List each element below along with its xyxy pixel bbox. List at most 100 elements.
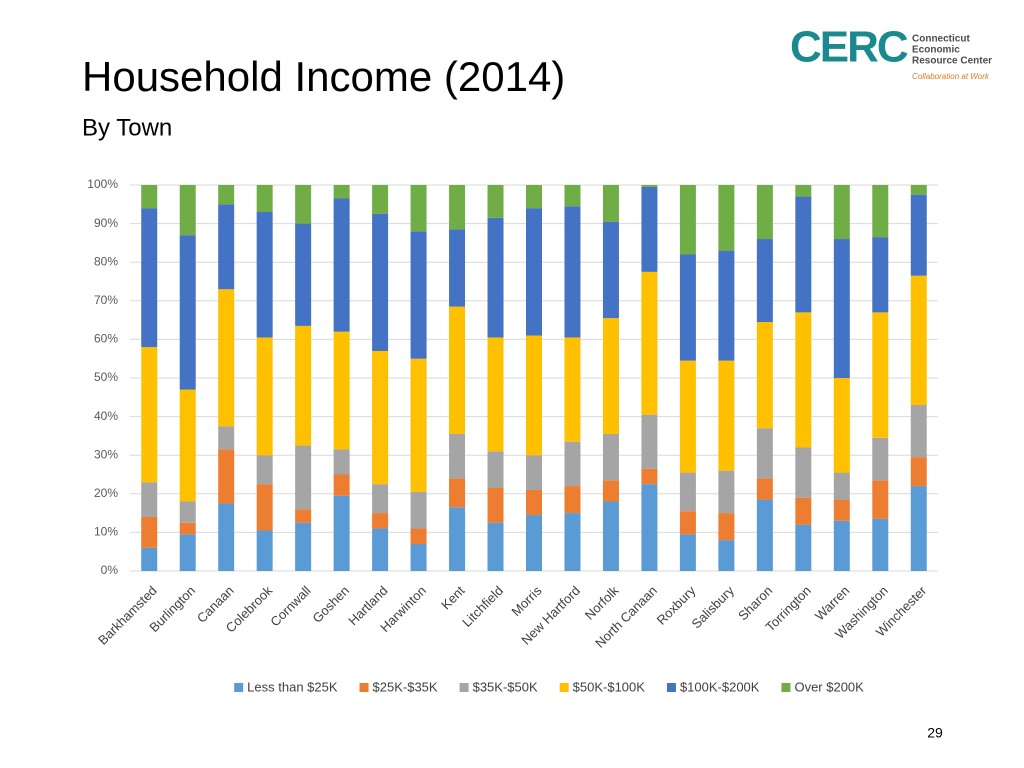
y-tick-label: 60% bbox=[94, 332, 118, 346]
bar-segment bbox=[410, 185, 427, 232]
bar-segment bbox=[718, 540, 735, 571]
bar-segment bbox=[449, 433, 466, 479]
legend-label: $50K-$100K bbox=[573, 679, 646, 694]
bar-segment bbox=[718, 470, 735, 514]
bar-segment bbox=[218, 503, 235, 571]
bar-segment bbox=[449, 478, 466, 508]
x-tick-label: Kent bbox=[438, 583, 468, 613]
bar-segment bbox=[756, 322, 773, 429]
bar-segment bbox=[602, 221, 619, 319]
legend-swatch bbox=[359, 683, 369, 692]
bar-segment bbox=[872, 237, 889, 313]
bar-segment bbox=[679, 511, 696, 535]
bar-segment bbox=[295, 185, 312, 224]
bar-segment bbox=[641, 484, 658, 571]
bar-segment bbox=[872, 312, 889, 438]
bar-segment bbox=[795, 196, 812, 313]
bar-segment bbox=[833, 378, 850, 473]
bar-segment bbox=[910, 194, 927, 276]
bar-segment bbox=[141, 516, 158, 548]
bar-segment bbox=[333, 449, 350, 475]
bar-segment bbox=[564, 185, 581, 207]
bar-segment bbox=[718, 360, 735, 471]
y-tick-label: 90% bbox=[94, 216, 118, 230]
y-tick-label: 80% bbox=[94, 254, 118, 268]
logo-tagline: Collaboration at Work bbox=[912, 72, 990, 81]
logo: CERC Connecticut Economic Resource Cente… bbox=[790, 23, 992, 81]
bar-segment bbox=[795, 312, 812, 448]
y-tick-label: 10% bbox=[94, 525, 118, 539]
bar-segment bbox=[256, 530, 273, 571]
bar-segment bbox=[372, 484, 389, 514]
legend-swatch bbox=[459, 683, 469, 692]
bar-segment bbox=[333, 185, 350, 199]
bar-segment bbox=[602, 433, 619, 481]
bar-segment bbox=[795, 185, 812, 197]
bar-segment bbox=[756, 185, 773, 240]
y-tick-label: 20% bbox=[94, 486, 118, 500]
bar-segment bbox=[602, 501, 619, 571]
bar-segment bbox=[526, 208, 542, 336]
bar-segment bbox=[179, 235, 196, 390]
bar-segment bbox=[641, 271, 658, 415]
bar-segment bbox=[218, 204, 235, 290]
bar-segment bbox=[526, 515, 542, 571]
y-tick-label: 30% bbox=[94, 447, 118, 461]
legend-label: $100K-$200K bbox=[680, 679, 760, 694]
bar-segment bbox=[910, 275, 927, 406]
bar-segment bbox=[449, 306, 466, 434]
bar-segment bbox=[410, 358, 427, 492]
bar-segment bbox=[795, 497, 812, 525]
bar-segment bbox=[679, 472, 696, 512]
chart-subtitle: By Town bbox=[82, 114, 172, 141]
logo-mark: CERC bbox=[790, 23, 908, 72]
bar-segment bbox=[526, 489, 542, 516]
legend-swatch bbox=[666, 683, 676, 692]
legend-swatch bbox=[559, 683, 569, 692]
bar-segment bbox=[141, 347, 158, 483]
bar-segment bbox=[795, 447, 812, 498]
bar-segment bbox=[179, 185, 196, 236]
bar-segment bbox=[910, 486, 927, 571]
bar-segment bbox=[833, 520, 850, 571]
bar-segment bbox=[833, 239, 850, 378]
bar-segment bbox=[602, 480, 619, 502]
bar-segment bbox=[872, 480, 889, 519]
legend-swatch bbox=[234, 683, 244, 692]
bar-segment bbox=[833, 472, 850, 500]
bar-segment bbox=[872, 437, 889, 481]
bar-segment bbox=[795, 524, 812, 571]
bar-segment bbox=[256, 185, 273, 213]
bar-segment bbox=[141, 208, 158, 348]
y-tick-label: 50% bbox=[94, 370, 118, 384]
bar-segment bbox=[718, 513, 735, 541]
bar-segment bbox=[564, 206, 581, 338]
bar-segment bbox=[179, 501, 196, 523]
bar-segment bbox=[410, 528, 427, 544]
bar-segment bbox=[256, 337, 273, 456]
legend-label: Over $200K bbox=[794, 679, 864, 694]
bar-segment bbox=[526, 185, 542, 209]
bar-segment bbox=[295, 223, 312, 326]
bar-segment bbox=[910, 405, 927, 458]
bar-segment bbox=[372, 213, 389, 351]
bar-segment bbox=[872, 185, 889, 238]
bar-segment bbox=[602, 185, 619, 222]
bar-segment bbox=[910, 185, 927, 195]
bar-segment bbox=[756, 428, 773, 479]
bar-segment bbox=[641, 186, 658, 272]
bar-segment bbox=[641, 414, 658, 469]
x-tick-label: Cornwall bbox=[267, 583, 313, 629]
bar-segment bbox=[718, 250, 735, 361]
bar-segment bbox=[333, 198, 350, 332]
bar-segment bbox=[564, 486, 581, 514]
x-tick-label: Morris bbox=[508, 583, 544, 619]
bar-segment bbox=[410, 543, 427, 571]
bar-segment bbox=[833, 499, 850, 521]
bar-segment bbox=[487, 451, 504, 489]
bar-segment bbox=[487, 488, 504, 523]
legend-swatch bbox=[781, 683, 791, 692]
bar-segment bbox=[679, 254, 696, 361]
legend-label: Less than $25K bbox=[247, 679, 338, 694]
